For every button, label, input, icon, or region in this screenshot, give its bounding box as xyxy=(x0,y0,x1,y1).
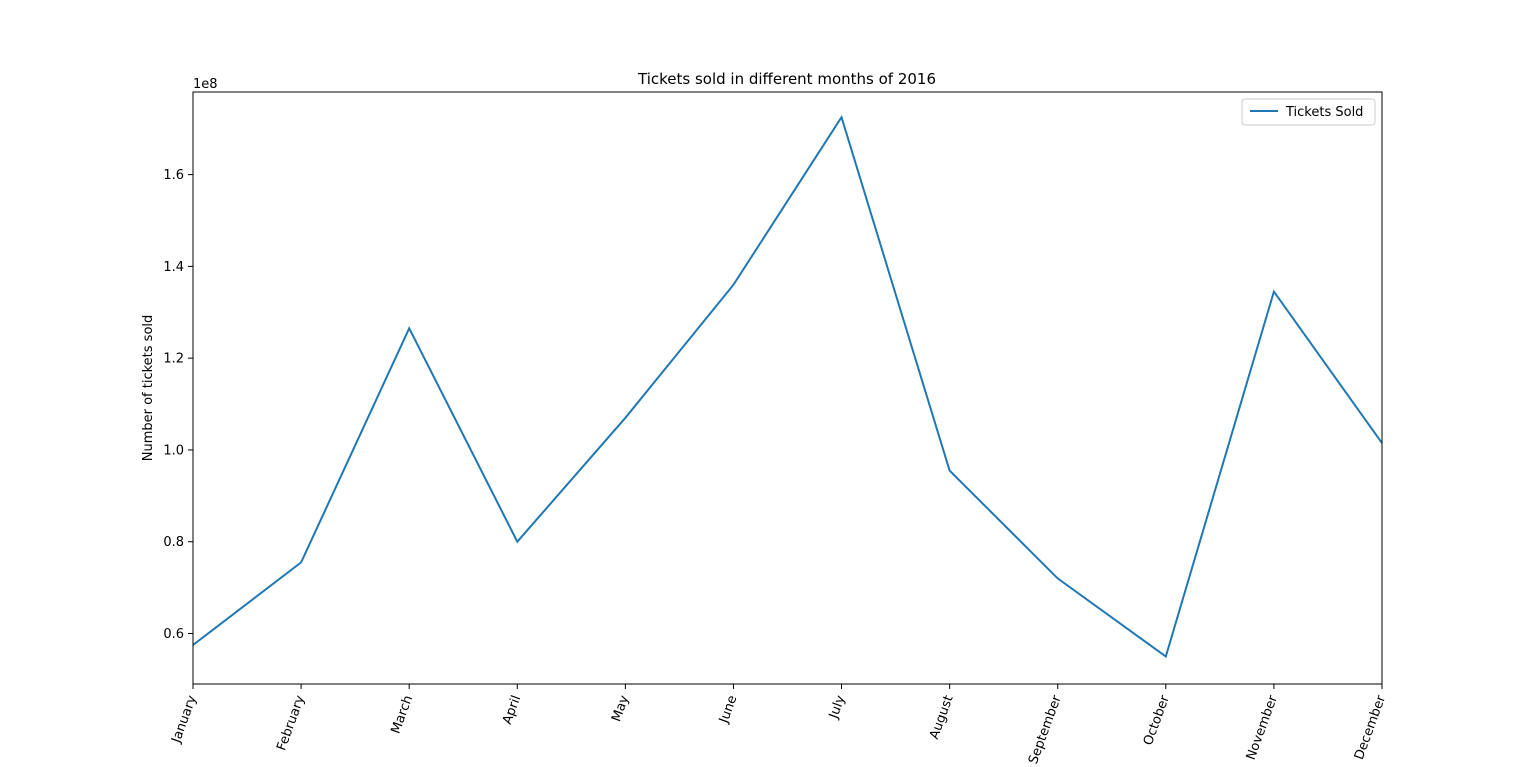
y-axis-offset-label: 1e8 xyxy=(193,77,218,92)
y-tick-label: 1.2 xyxy=(163,352,184,367)
plot-area xyxy=(192,114,1383,659)
y-axis-ticks: 0.6 0.8 1.0 1.2 1.4 1.6 xyxy=(163,168,193,642)
legend-box xyxy=(1241,98,1376,126)
y-tick-label: 1.0 xyxy=(163,443,184,458)
legend: Tickets Sold xyxy=(1241,98,1376,126)
series-line-1 xyxy=(192,114,1383,659)
axes-frame xyxy=(192,91,1383,685)
y-tick-label: 0.8 xyxy=(163,535,184,550)
y-tick-label: 0.6 xyxy=(163,627,184,642)
legend-series-label: Tickets Sold xyxy=(1285,105,1363,120)
y-axis-label: Number of tickets sold xyxy=(141,315,156,462)
y-tick-label: 1.4 xyxy=(163,260,184,275)
y-tick-label: 1.6 xyxy=(163,168,184,183)
chart-title: Tickets sold in different months of 2016 xyxy=(637,70,936,88)
